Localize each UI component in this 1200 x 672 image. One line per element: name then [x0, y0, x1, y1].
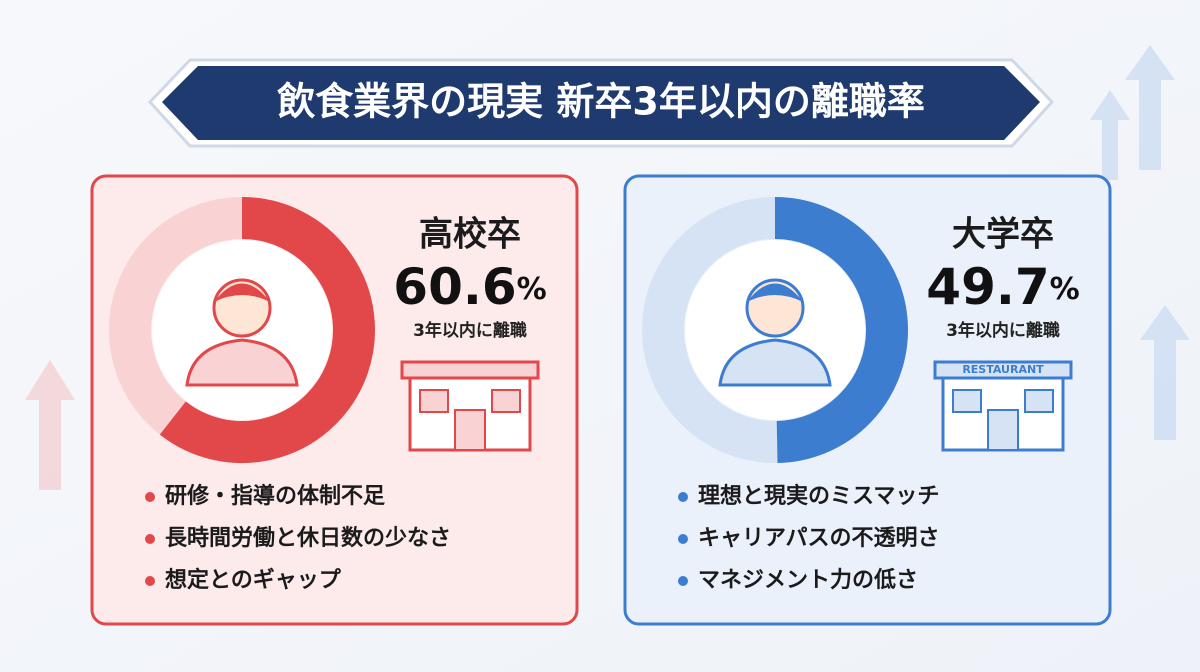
title: 飲食業界の現実 新卒3年以内の離職率 — [277, 80, 925, 124]
bullet — [678, 576, 688, 586]
building-window — [1024, 389, 1054, 413]
title-banner: 飲食業界の現実 新卒3年以内の離職率 — [147, 58, 1055, 148]
building-roof — [933, 360, 1073, 380]
building-door — [454, 409, 486, 451]
sign: RESTAURANT — [962, 363, 1044, 376]
heading: 高校卒 — [419, 215, 521, 255]
person-hair — [747, 283, 803, 302]
percent-value: 49.7% — [926, 258, 1079, 316]
person-icon — [718, 278, 832, 387]
caption: 3年以内に離職 — [946, 320, 1060, 341]
building-window — [419, 389, 449, 413]
reason: 理想と現実のミスマッチ — [698, 483, 939, 509]
reason: マネジメント力の低さ — [698, 568, 918, 593]
building-icon: RESTAURANT — [933, 360, 1073, 452]
bullet — [678, 492, 688, 502]
unit: % — [1050, 272, 1080, 307]
bullet — [145, 534, 155, 544]
bullet — [145, 576, 155, 586]
reason: 長時間労働と休日数の少なさ — [165, 525, 451, 551]
caption: 3年以内に離職 — [413, 320, 527, 341]
decor-arrows — [25, 45, 1190, 490]
donut-arc — [159, 197, 375, 463]
building-window — [952, 389, 982, 413]
donut-arc — [774, 197, 908, 463]
bullet — [678, 534, 688, 544]
building-window — [491, 389, 521, 413]
building-roof — [400, 360, 540, 380]
value: 60.6 — [393, 258, 516, 316]
person-hair — [214, 283, 270, 302]
bullet — [145, 492, 155, 502]
value: 49.7 — [926, 258, 1049, 316]
heading: 大学卒 — [952, 215, 1054, 255]
reason: 研修・指導の体制不足 — [165, 483, 385, 509]
building-icon — [400, 360, 540, 452]
building-door — [987, 409, 1019, 451]
percent-value: 60.6% — [393, 258, 546, 316]
reason: キャリアパスの不透明さ — [698, 526, 940, 551]
reason: 想定とのギャップ — [165, 567, 342, 593]
person-icon — [185, 278, 299, 387]
unit: % — [517, 272, 547, 307]
person-body — [718, 338, 832, 387]
person-body — [185, 338, 299, 387]
